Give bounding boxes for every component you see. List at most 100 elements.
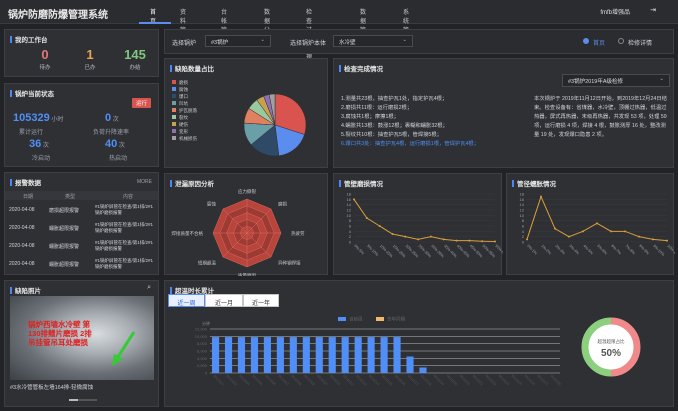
x-tick-label: 7%-8% (624, 244, 636, 256)
data-point (365, 217, 368, 219)
search-icon[interactable]: ⌕ (147, 284, 151, 291)
legend-current-label: 当前周 (349, 316, 363, 323)
growth-title: 管径蠕胀情况 (512, 178, 556, 188)
y-tick-label: 6 (522, 224, 525, 229)
series-line (526, 195, 668, 242)
photo-pager[interactable] (69, 399, 97, 401)
x-tick-label: WU1019 (433, 374, 445, 386)
boiler-label: 选择锅炉 (172, 41, 197, 47)
x-tick-label: WU1017 (407, 374, 419, 386)
x-tick-label: 55%-60% (494, 244, 503, 259)
x-tick-label: WU1012 (342, 374, 354, 386)
defect-photo[interactable]: 锅炉西墙水冷壁 第130排鳍片磨损 2排吊挂管吊耳处磨损 (10, 296, 154, 380)
bar (237, 337, 246, 373)
radio-detail-label: 检修详情 (628, 41, 653, 47)
defect-share-title: 缺陷数量占比 (170, 63, 214, 73)
y-tick-label: 12 (520, 208, 525, 213)
legend-label: 机械损伤 (179, 136, 197, 141)
x-tick-label: WU1010 (316, 374, 328, 386)
data-point (404, 235, 407, 238)
y-unit-label: 分钟 (202, 320, 210, 326)
work-panel: 我的工作台 0 待办 1 已办 145 办结 (4, 29, 159, 77)
radar-axis (222, 232, 248, 258)
pie-slice (268, 93, 276, 126)
logout-icon[interactable]: ⇥ (650, 7, 656, 14)
y-tick-label: 0 (349, 240, 352, 245)
x-tick-label: WU1006 (264, 374, 276, 386)
stat-rate-unit: 次 (112, 117, 119, 123)
alarm-content[interactable]: #1锅炉屏管在检查/第1排/2#1锅炉磨损报警 (95, 222, 154, 233)
data-point (442, 238, 445, 241)
tab-month[interactable]: 近一月 (205, 294, 243, 307)
alarm-type: 磨损超限报警 (49, 208, 80, 214)
bar (250, 337, 259, 373)
data-point (666, 239, 668, 242)
check-select[interactable]: #3锅炉2019年A级检修 ⌄ (562, 74, 670, 87)
stat-rate-label: 负荷升降速率 (93, 130, 130, 136)
data-point (596, 222, 598, 225)
alarm-col-content: 内容 (123, 193, 134, 200)
y-tick-label: 6,000 (197, 349, 208, 354)
stat-cold-value: 36 (29, 138, 42, 150)
work-item-value[interactable]: 1 (86, 47, 94, 62)
radar-axis (246, 232, 272, 258)
data-point (391, 233, 394, 235)
filter-bar: 选择锅炉 #3锅炉 ⌄ 选择锅炉本体 水冷壁 ⌄ 首页 检修详情 (164, 29, 674, 54)
x-tick-label: WU1021 (459, 374, 471, 386)
overtemp-title: 超温时长累计 (170, 285, 214, 295)
y-tick-label: 18 (347, 192, 352, 197)
bar (393, 337, 401, 373)
work-item-value[interactable]: 145 (124, 47, 146, 62)
alarm-content[interactable]: #1锅炉屏管在检查/第1排/2#1锅炉磨损报警 (95, 204, 154, 215)
work-item-label: 待办 (39, 65, 51, 71)
data-point (540, 195, 542, 198)
bar (380, 337, 388, 373)
y-tick-label: 8 (349, 218, 352, 223)
legend-label: 磨损 (179, 80, 188, 85)
x-tick-label: WU1024 (497, 374, 509, 386)
x-tick-label: 4%-5% (582, 244, 594, 256)
y-tick-label: 16 (520, 197, 525, 202)
alarm-content[interactable]: #1锅炉屏管在检查/第1排/2#1锅炉磨损报警 (95, 258, 154, 269)
data-point (638, 235, 640, 238)
y-tick-label: 12,000 (195, 327, 208, 332)
status-badge: 运行 (132, 98, 152, 108)
data-point (526, 238, 528, 241)
radio-home[interactable] (583, 38, 589, 44)
alarm-more-link[interactable]: MORE (137, 179, 152, 185)
work-item-label: 办结 (129, 65, 141, 71)
x-tick-label: WU1026 (523, 374, 535, 386)
y-tick-label: 2,000 (197, 363, 208, 368)
x-tick-label: WU1025 (510, 374, 522, 386)
boiler-select[interactable]: #3锅炉 ⌄ (205, 35, 271, 47)
user-name[interactable]: fmfb增强品 (600, 10, 630, 16)
x-tick-label: 5%-6% (596, 244, 608, 256)
x-tick-label: WU1009 (303, 374, 315, 386)
photo-title: 缺陷照片 (10, 285, 41, 295)
legend-label: 变形 (179, 129, 188, 134)
y-tick-label: 4 (349, 229, 352, 234)
legend-prev-label: 去年同期 (387, 316, 405, 323)
tab-year[interactable]: 近一年 (243, 294, 279, 307)
legend-swatch (172, 80, 176, 84)
x-tick-label: 5%-10% (366, 244, 379, 257)
alarm-date: 2020-04-08 (9, 225, 35, 231)
y-tick-label: 4,000 (197, 356, 208, 361)
legend-swatch (172, 115, 176, 119)
legend-item: 硬伤 (172, 122, 188, 128)
stat-hot-value: 40 (105, 138, 118, 150)
x-tick-label: 3%-4% (568, 244, 580, 256)
legend-swatch (172, 136, 176, 140)
body-select[interactable]: 水冷壁 ⌄ (333, 35, 413, 47)
radio-detail[interactable] (618, 38, 624, 44)
y-tick-label: 4 (522, 229, 525, 234)
legend-swatch (172, 101, 176, 105)
alarm-content[interactable]: #1锅炉屏管在检查/第1排/2#1锅炉磨损报警 (95, 240, 154, 251)
alarm-type: 蠕胀超限报警 (49, 262, 80, 268)
tab-week[interactable]: 近一周 (168, 294, 205, 307)
bar (276, 337, 284, 373)
x-tick-label: WU1028 (549, 374, 561, 386)
legend-label: 凹坑 (179, 101, 188, 106)
bar (224, 337, 233, 373)
work-item-value[interactable]: 0 (41, 47, 49, 62)
